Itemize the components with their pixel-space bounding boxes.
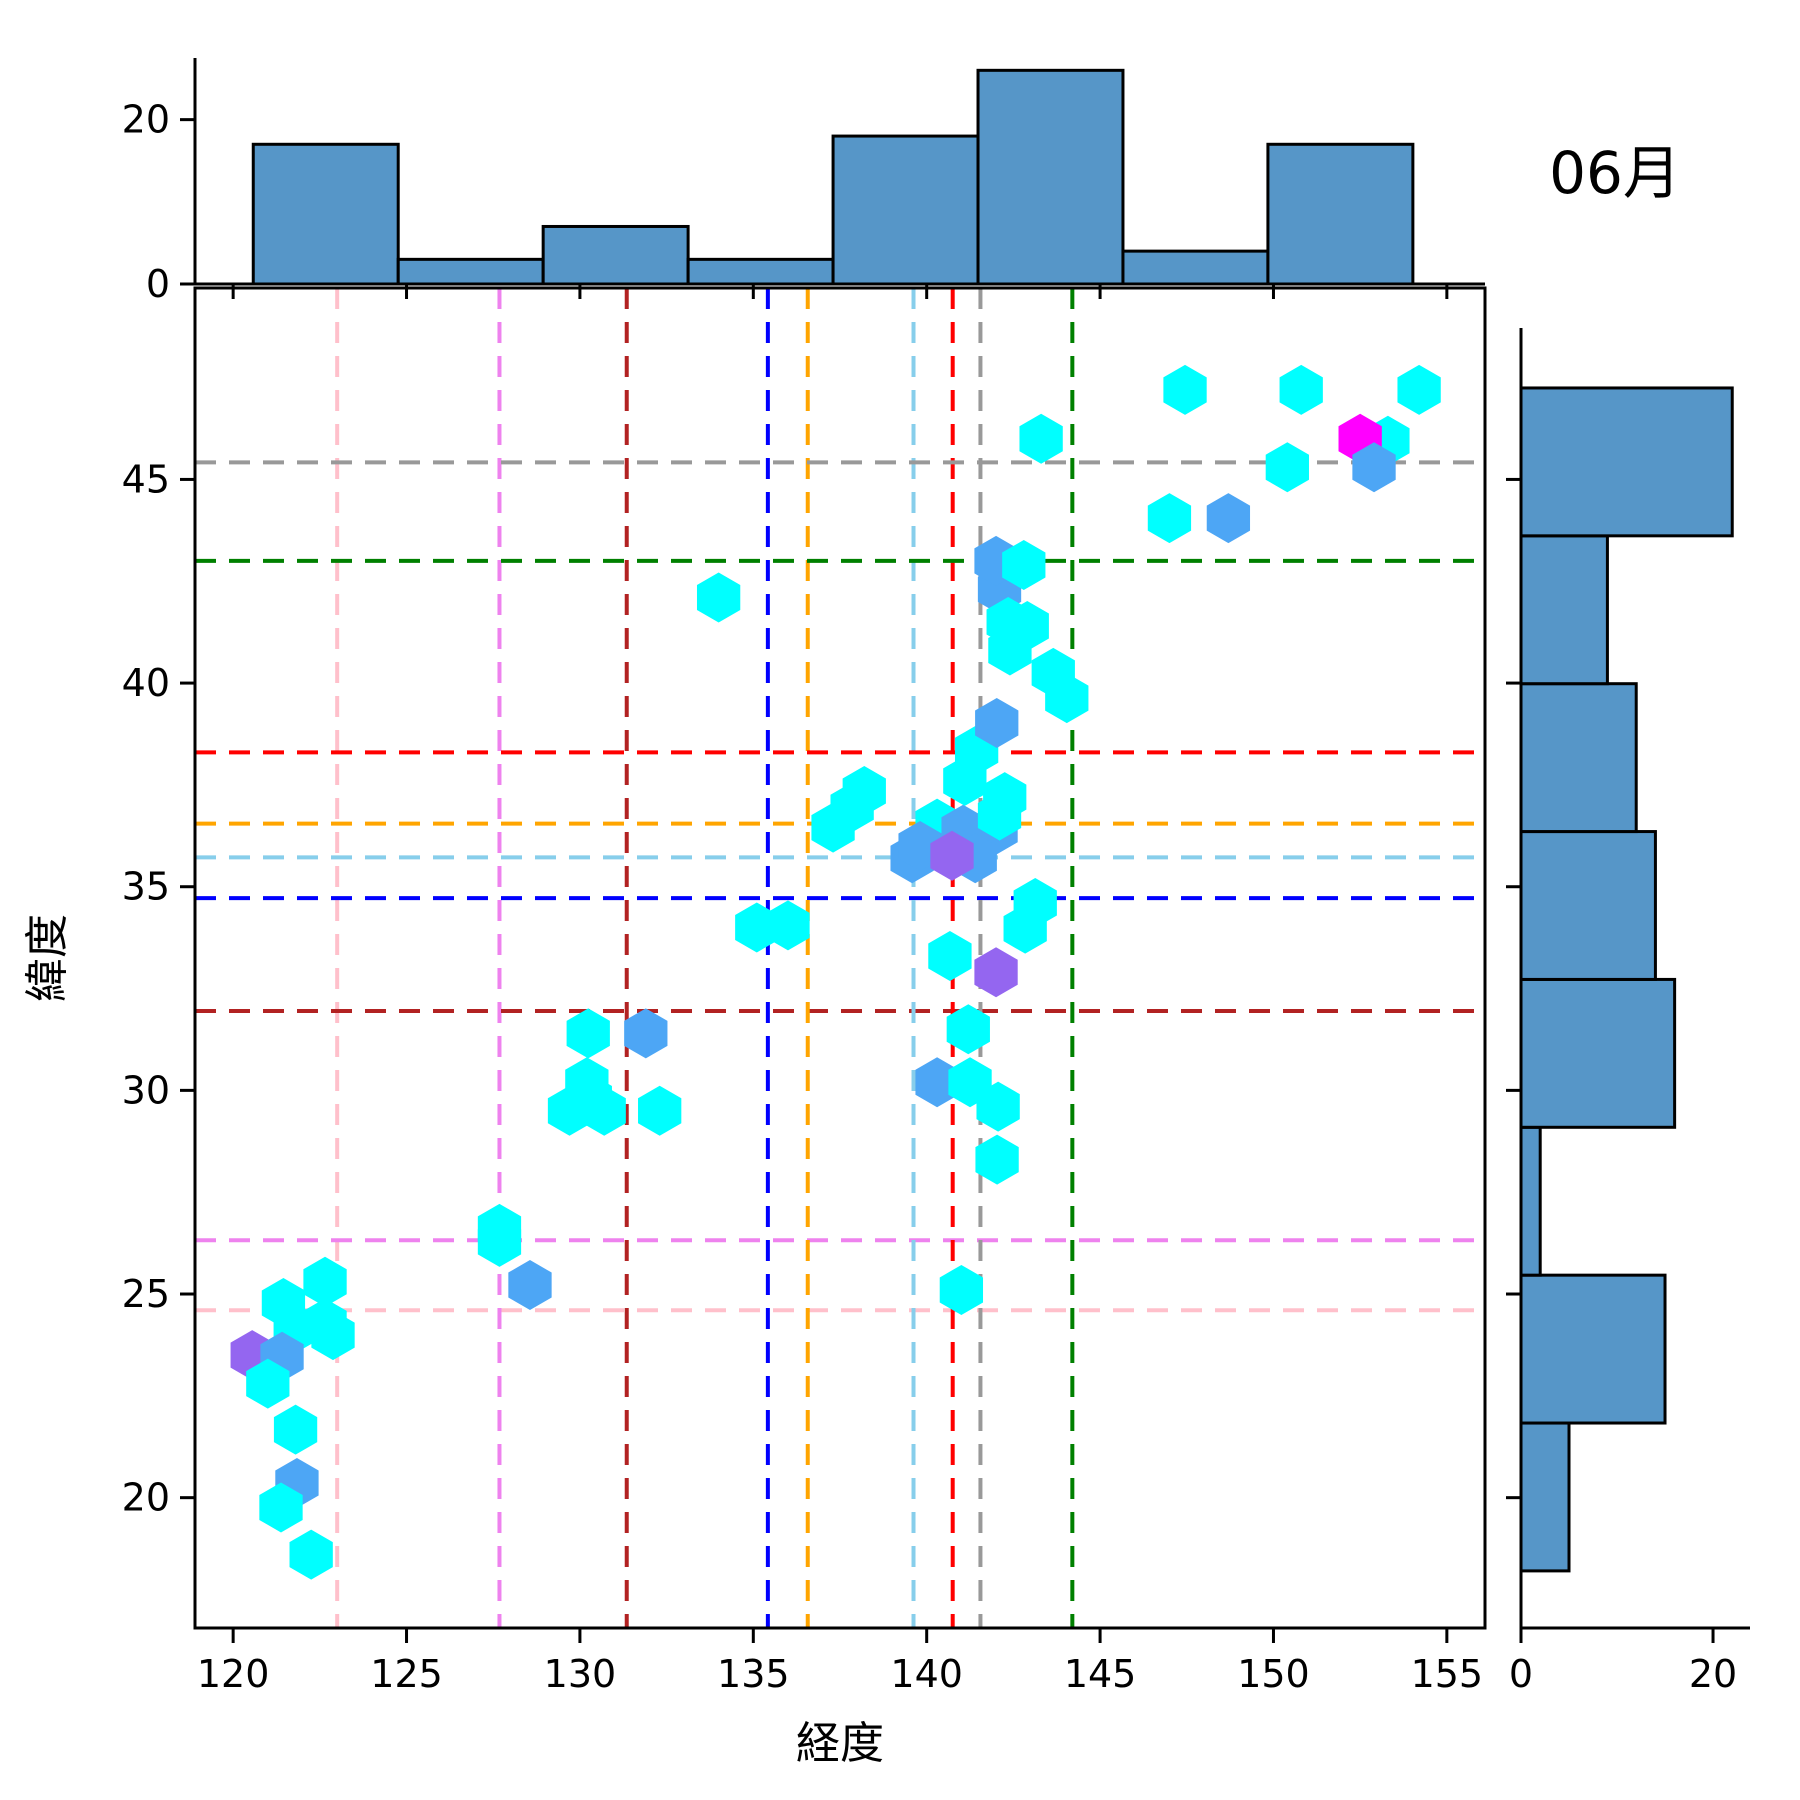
hexagon-marker-cyan [477,1216,522,1267]
hexagon-marker-blue [915,1057,959,1108]
right-hist-count-label: 20 [1689,1652,1737,1696]
hexagon-marker-cyan [1147,493,1192,544]
hexagon-marker-cyan [976,1081,1020,1132]
hexagon-marker-cyan [946,1004,990,1055]
hexagon-marker-cyan [977,790,1022,841]
x-tick-label: 125 [370,1652,443,1696]
hexagon-marker-cyan [289,1529,333,1580]
x-tick-label: 145 [1064,1652,1137,1696]
top-histogram [251,68,1415,286]
hexagon-marker-cyan [566,1008,610,1059]
y-tick-label: 35 [122,865,170,909]
hexagon-marker-cyan [311,1310,355,1361]
x-axis-label: 経度 [796,1718,884,1769]
y-tick-label: 25 [122,1272,170,1316]
hexagon-marker-purple [974,947,1018,998]
hexagon-marker-cyan [582,1085,626,1136]
hexagon-marker-cyan [975,1134,1019,1185]
hexagon-marker-cyan [303,1256,347,1307]
top-hist-bar [396,257,545,286]
top-hist-bar [1121,249,1270,286]
right-hist-bar [1519,977,1677,1129]
hexagon-marker-cyan [1002,539,1046,590]
hexagon-marker-blue [508,1260,552,1311]
y-tick-label: 20 [122,1476,170,1520]
top-hist-count-label: 0 [146,262,170,306]
tick-labels: 120 125 130 135 140 145 150 155 20 25 30 35 40 45 0 20 0… [122,98,1738,1696]
top-hist-count-label: 20 [122,98,170,142]
top-hist-bar [541,224,690,286]
hexagon-marker-cyan [638,1085,682,1136]
hexagon-marker-cyan [273,1404,318,1455]
main-plot-frame [193,286,1487,1630]
hexagon-marker-cyan [1279,364,1323,415]
x-tick-label: 155 [1411,1652,1484,1696]
x-tick-label: 140 [890,1652,963,1696]
hexagon-marker-cyan [1397,364,1441,415]
hexagon-marker-cyan [1005,601,1049,652]
hexagon-marker-blue [975,697,1019,748]
y-tick-label: 40 [122,661,170,705]
axes-ticks [180,118,1715,1643]
top-hist-bar [1266,142,1415,286]
top-hist-bar [976,68,1125,286]
chart-title: 06月 [1549,139,1681,207]
right-histogram [1519,386,1734,1573]
right-hist-bar [1519,1125,1542,1277]
y-tick-label: 30 [122,1068,170,1112]
right-hist-count-label: 0 [1509,1652,1533,1696]
hexagon-marker-cyan [547,1085,592,1136]
hexagon-marker-cyan [939,1264,984,1315]
hexagon-marker-cyan [842,766,886,817]
top-hist-bar [251,142,400,286]
hexagon-marker-cyan [246,1358,290,1409]
x-tick-label: 120 [197,1652,270,1696]
right-hist-bar [1519,1273,1667,1425]
hexagon-marker-blue [1206,493,1251,544]
hexagon-marker-cyan [766,900,810,951]
right-hist-bar [1519,830,1657,981]
reference-lines [195,288,1485,1628]
chart-generated-layers: 120 125 130 135 140 145 150 155 20 25 30 35 40 45 0 20 0… [122,58,1750,1696]
hexagon-marker-cyan [1019,413,1063,464]
hexagon-marker-cyan [1013,878,1057,929]
y-axis-label: 緯度 [22,914,73,1002]
scatter-points [230,364,1441,1580]
y-tick-label: 45 [122,457,170,501]
hexagon-marker-blue [1352,442,1396,493]
right-hist-bar [1519,534,1609,686]
x-tick-label: 130 [544,1652,617,1696]
hexagon-marker-blue [624,1008,668,1059]
x-tick-label: 135 [717,1652,790,1696]
right-hist-bar [1519,1421,1571,1573]
hexagon-marker-cyan [1045,673,1089,724]
hexagon-marker-cyan [928,930,972,981]
top-hist-bar [831,134,980,286]
hexagon-marker-cyan [696,572,741,623]
x-tick-label: 150 [1237,1652,1310,1696]
hexagon-marker-purple [930,830,974,881]
hexagon-marker-cyan [1163,364,1207,415]
right-hist-bar [1519,682,1638,834]
right-hist-bar [1519,386,1734,538]
hexagon-marker-cyan [259,1482,303,1533]
top-hist-bar [686,257,835,286]
hexagon-marker-cyan [1265,442,1309,493]
